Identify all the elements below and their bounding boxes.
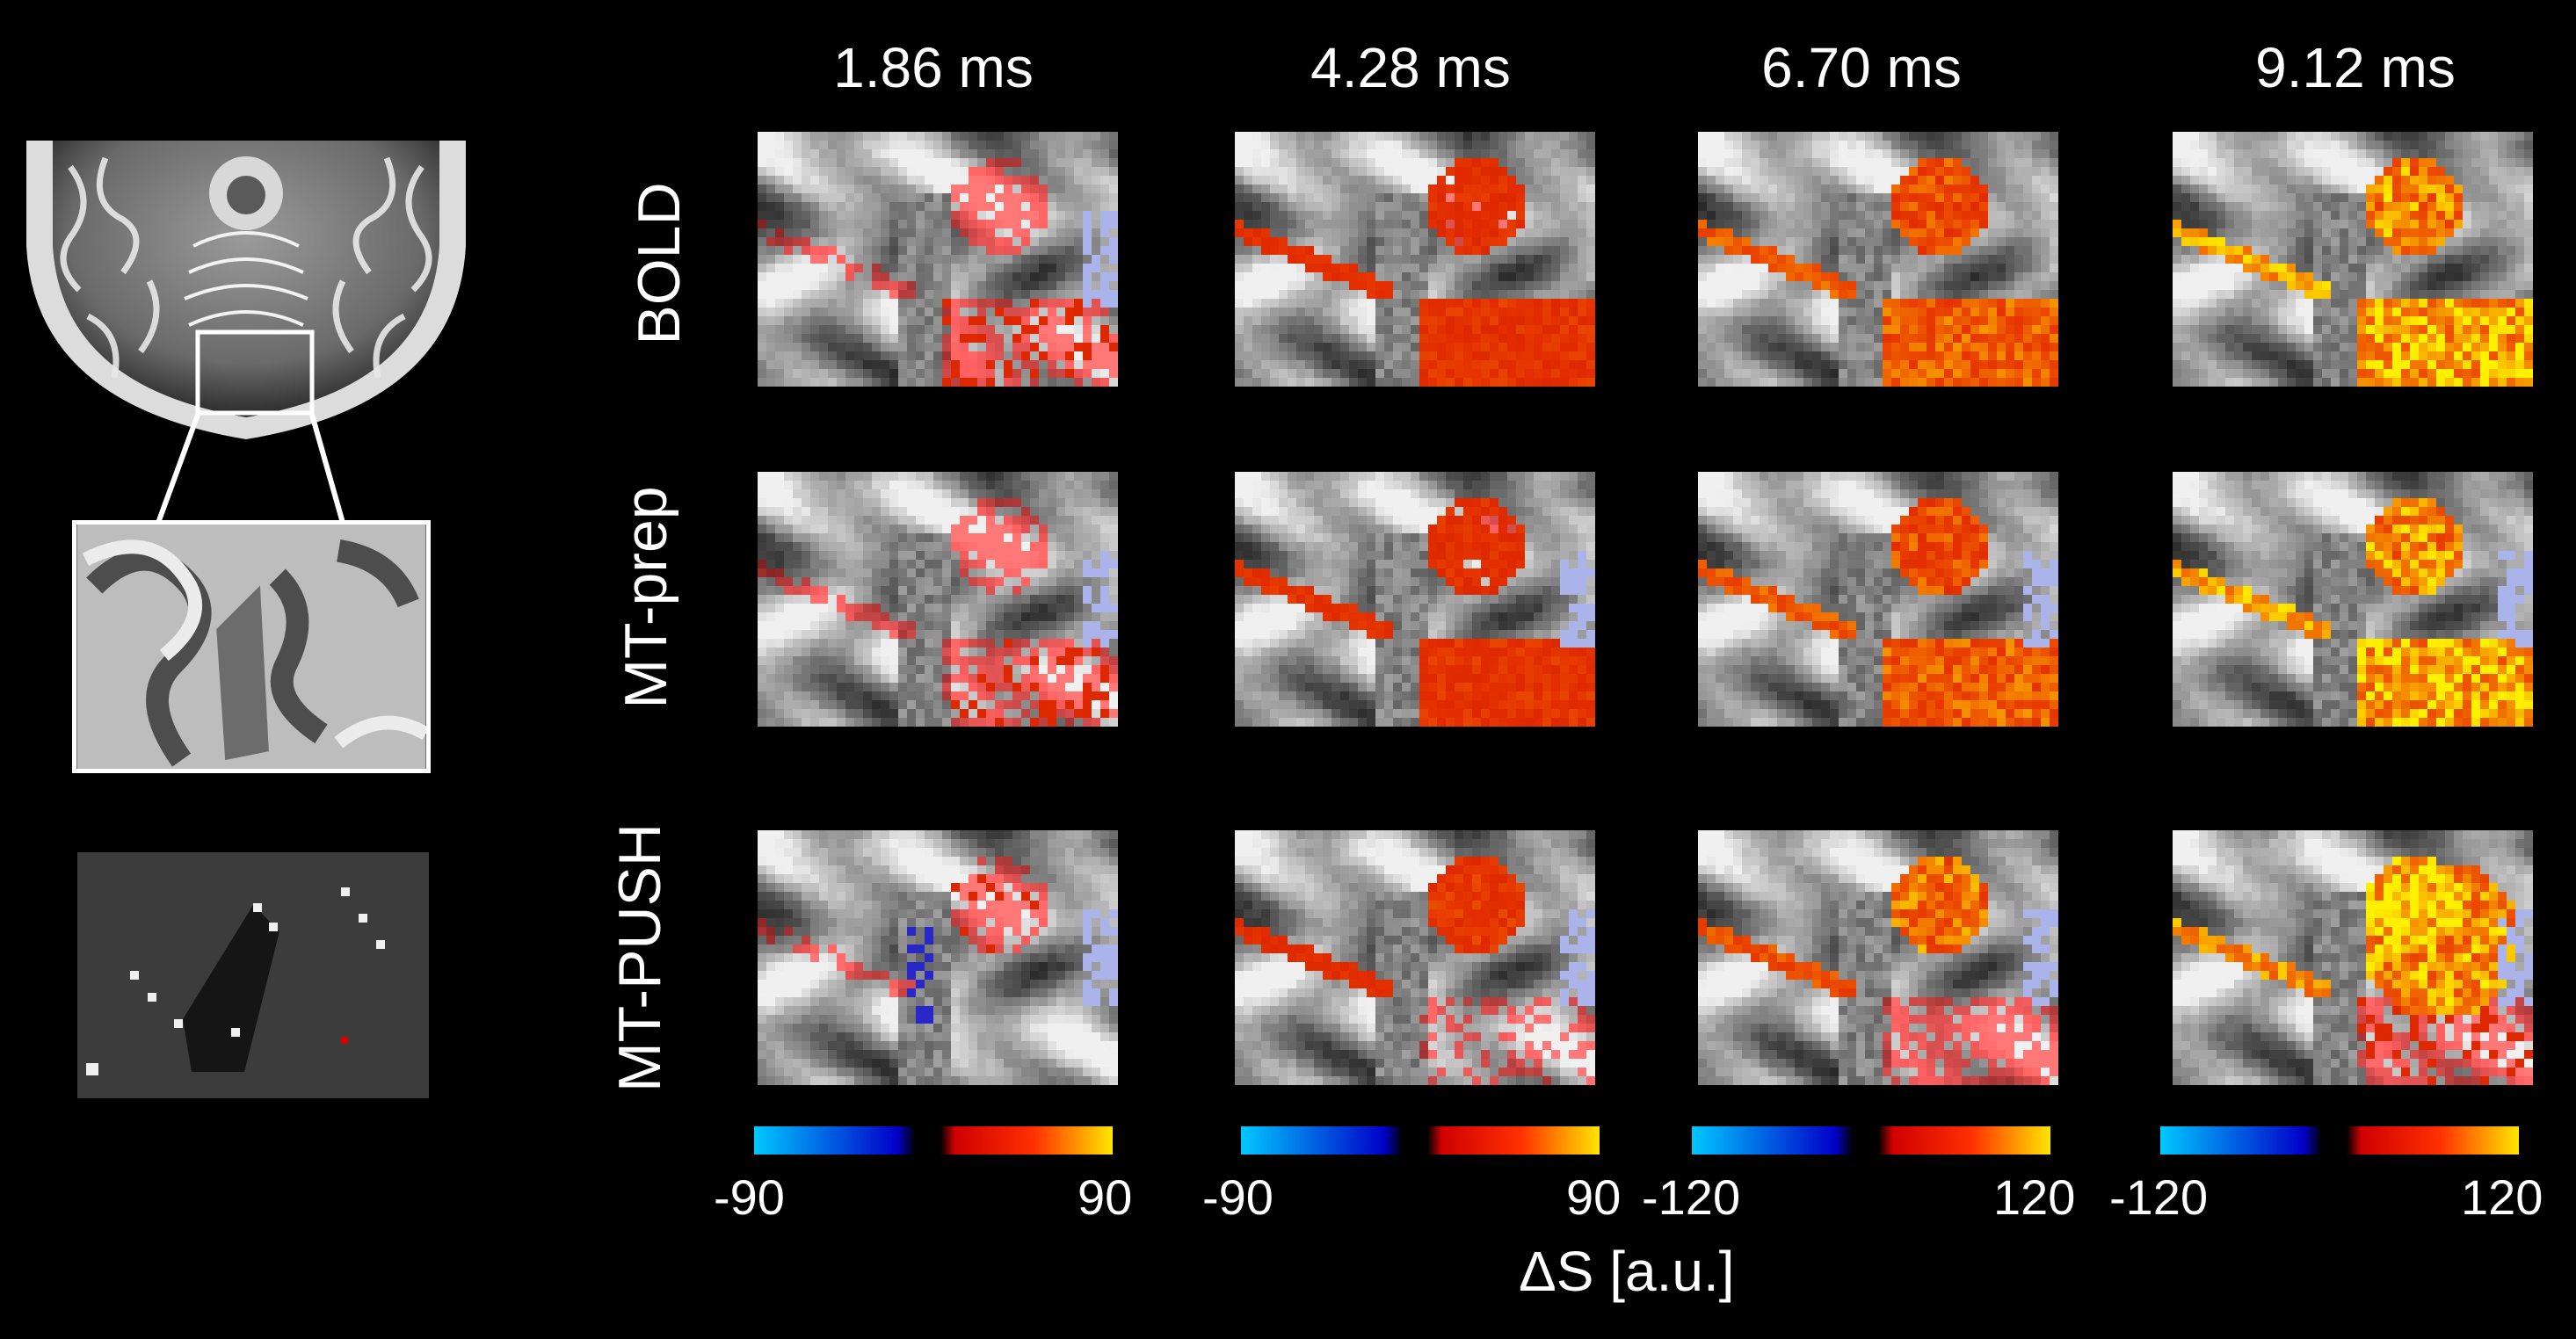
colorbar-2: [1241, 1126, 1600, 1154]
colorbar-2-max: 90: [1566, 1169, 1622, 1225]
col-title-2: 4.28 ms: [1310, 36, 1511, 99]
activation-map-3-2: [1235, 830, 1595, 1085]
colorbar-1-max: 90: [1078, 1169, 1133, 1225]
zoom-lines: [156, 413, 345, 525]
activation-map-1-1: [758, 132, 1118, 387]
colorbar-1-min: -90: [714, 1169, 785, 1225]
activation-map-3-3: [1698, 830, 2058, 1085]
activation-map-2-2: [1235, 472, 1595, 727]
col-title-1: 1.86 ms: [833, 36, 1034, 99]
activation-map-1-2: [1235, 132, 1595, 387]
col-title-3: 6.70 ms: [1761, 36, 1962, 99]
row-label-mt-prep: MT-prep: [613, 486, 679, 709]
row-label-bold: BOLD: [626, 182, 693, 345]
activation-map-2-3: [1698, 472, 2058, 727]
activation-map-3-1: [758, 830, 1118, 1085]
activation-map-1-3: [1698, 132, 2058, 387]
activation-map-1-4: [2173, 132, 2533, 387]
colorbar-1: [754, 1126, 1113, 1154]
colorbar-4: [2160, 1126, 2519, 1154]
colorbar-2-min: -90: [1202, 1169, 1273, 1225]
row-label-mt-push: MT-PUSH: [606, 823, 673, 1092]
col-title-4: 9.12 ms: [2255, 36, 2456, 99]
vessel-mask-image: [77, 852, 429, 1098]
colorbar-axis-label: ΔS [a.u.]: [1519, 1240, 1735, 1303]
zoomed-anatomy-image: [72, 520, 431, 773]
colorbar-4-min: -120: [2109, 1169, 2209, 1225]
activation-map-3-4: [2173, 830, 2533, 1085]
colorbar-4-max: 120: [2461, 1169, 2543, 1225]
colorbar-3: [1692, 1126, 2050, 1154]
activation-map-2-4: [2173, 472, 2533, 727]
colorbar-3-max: 120: [1993, 1169, 2076, 1225]
activation-map-2-1: [758, 472, 1118, 727]
brain-axial-overview: [18, 141, 475, 466]
colorbar-3-min: -120: [1642, 1169, 1741, 1225]
